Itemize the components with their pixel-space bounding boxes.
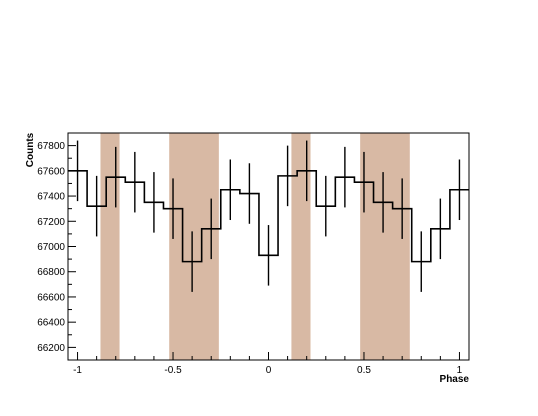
y-tick-label: 67400 <box>37 192 65 203</box>
y-axis-title: Counts <box>25 132 36 167</box>
x-tick-label: -1 <box>73 365 82 376</box>
y-tick-label: 66600 <box>37 292 65 303</box>
y-tick-label: 67200 <box>37 217 65 228</box>
shaded-region-0 <box>100 133 120 360</box>
x-tick-label: 0.5 <box>357 365 371 376</box>
y-tick-label: 66800 <box>37 267 65 278</box>
x-tick-label: 1 <box>457 365 463 376</box>
y-tick-label: 67600 <box>37 166 65 177</box>
y-tick-label: 66200 <box>37 343 65 354</box>
x-axis-title: Phase <box>440 374 470 385</box>
shaded-region-3 <box>360 133 410 360</box>
y-tick-label: 67000 <box>37 242 65 253</box>
y-tick-label: 66400 <box>37 318 65 329</box>
x-axis: -1 -0.5 0 0.5 1 <box>73 352 463 376</box>
x-tick-label: 0 <box>266 365 272 376</box>
histogram-series <box>68 140 469 292</box>
y-tick-label: 67800 <box>37 141 65 152</box>
shaded-region-2 <box>291 133 311 360</box>
y-axis: 66200 66400 66600 66800 67000 67200 67400 67600… <box>37 132 76 361</box>
x-tick-label: -0.5 <box>164 365 182 376</box>
